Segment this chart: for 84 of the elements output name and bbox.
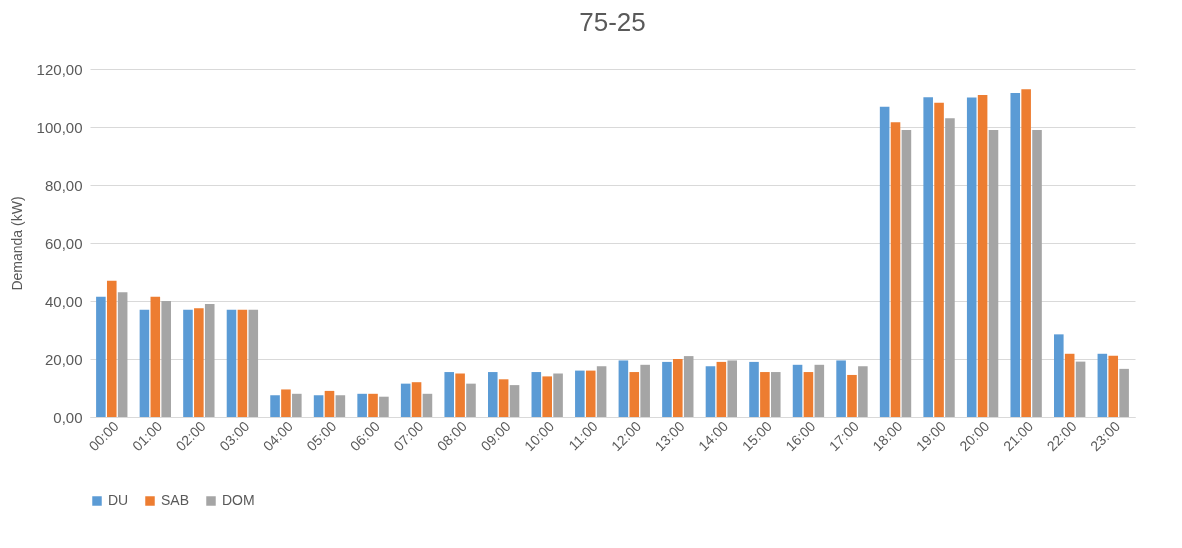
legend-label: DU [108,492,129,508]
bar [749,361,759,417]
bar [945,118,955,417]
bar [683,356,694,417]
y-axis-title: Demanda (kW) [8,196,25,291]
bar [1054,334,1064,417]
bar [934,102,944,417]
legend-label: SAB [161,492,190,508]
bar [901,129,912,417]
chart-title: 75-25 [579,7,646,37]
bar [836,360,846,417]
bar [988,129,999,417]
bar [368,393,378,417]
bar [629,372,640,417]
bar [292,393,302,417]
bar [858,366,868,417]
bar [400,383,411,417]
y-tick-label: 40,00 [44,292,83,310]
bar [716,361,727,417]
bar [814,364,825,417]
bar [792,364,803,417]
bar [379,396,389,417]
bar [313,395,324,417]
y-tick-label: 20,00 [44,350,83,368]
bar [117,292,128,417]
bar [553,373,563,417]
bar [444,372,455,417]
bar [1010,93,1021,417]
bar [1108,355,1119,417]
bar [248,309,259,417]
bar [237,309,248,417]
bar [150,296,161,417]
bar [422,393,433,417]
bar [662,361,672,417]
bar [161,301,171,417]
bar [204,303,215,417]
bar [281,389,291,417]
bar [575,370,585,417]
bar [727,360,738,417]
bar [760,372,770,417]
bar [455,373,465,417]
bar [890,122,901,417]
bar [673,359,683,417]
y-tick-label: 100,00 [36,118,83,136]
bar [618,360,629,417]
bar [1097,353,1108,417]
bar [411,382,422,417]
bar [357,393,367,417]
bar [803,372,814,417]
bar [531,372,542,417]
bar [194,308,204,417]
bar [1032,129,1042,417]
bar [466,383,476,417]
bar [847,374,857,417]
y-tick-label: 0,00 [53,408,83,426]
bar [585,370,596,417]
bar [226,309,237,417]
y-tick-label: 120,00 [36,60,83,78]
bar [498,379,509,417]
bar [542,376,552,417]
bar [1075,361,1086,417]
bar [640,364,650,417]
bar [270,395,280,417]
bar [977,95,988,417]
bar [509,385,520,417]
bar [1064,353,1075,417]
bar [705,366,716,417]
bar [596,366,607,417]
bar [96,296,106,417]
bar [879,106,890,417]
bar [923,97,933,417]
bar [966,97,977,417]
bar [183,309,193,417]
bar [1021,89,1031,417]
bar [1119,368,1129,417]
bar [335,395,346,417]
bar [770,372,781,417]
legend-label: DOM [222,492,255,508]
bar [487,372,498,417]
bar [139,309,150,417]
bar [324,390,335,417]
y-tick-label: 80,00 [44,176,83,194]
y-tick-label: 60,00 [44,234,83,252]
bar [106,280,117,417]
